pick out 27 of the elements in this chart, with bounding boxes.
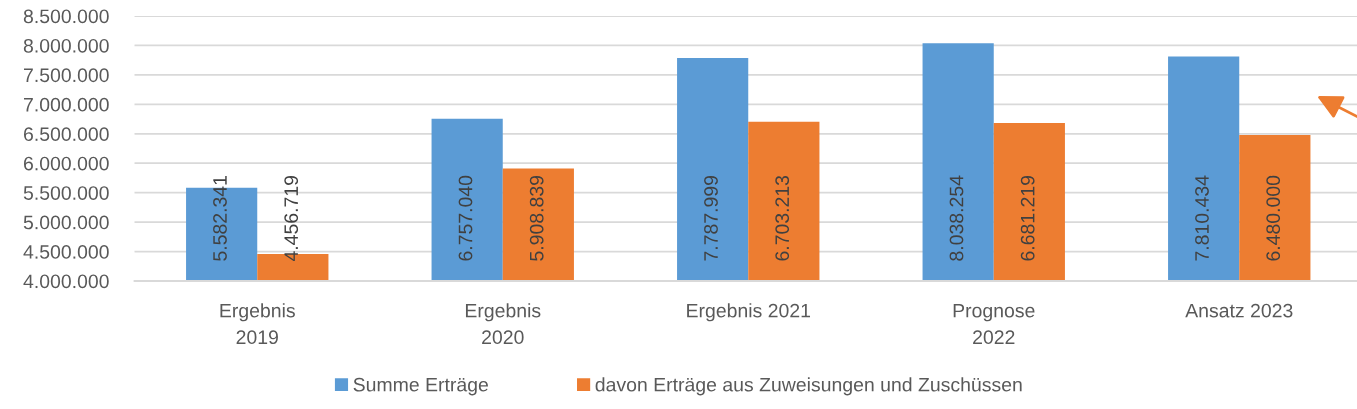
x-tick-label: Ergebnis 2021 xyxy=(687,303,811,322)
x-tick-label: Ansatz 2023 xyxy=(1185,303,1293,318)
y-tick-label: 8.500.000 xyxy=(23,9,109,24)
y-tick-label: 4.500.000 xyxy=(23,245,109,259)
x-tick-label: Prognose 2022 xyxy=(953,303,1035,345)
data-label: 7.787.999 xyxy=(704,175,718,261)
legend-label: davon Erträge aus Zuweisungen und Zuschüssen xyxy=(595,377,1022,396)
data-label: 4.456.719 xyxy=(284,175,299,262)
data-label: 5.908.839 xyxy=(529,175,544,261)
y-tick-label: 6.500.000 xyxy=(23,127,109,142)
data-label: 8.038.254 xyxy=(949,175,964,261)
data-label: 6.480.000 xyxy=(1266,175,1281,261)
legend-label: Summe Erträge xyxy=(353,377,488,396)
y-tick-label: 7.000.000 xyxy=(24,97,109,112)
y-tick-label: 6.000.000 xyxy=(23,156,109,171)
y-tick-label: 4.000.000 xyxy=(23,274,109,289)
y-tick-label: 5.000.000 xyxy=(23,215,109,230)
y-tick-label: 8.000.000 xyxy=(23,38,109,53)
y-tick-label: 5.500.000 xyxy=(23,186,109,200)
data-label: 5.582.341 xyxy=(213,176,227,261)
y-tick-label: 7.500.000 xyxy=(24,68,109,83)
x-tick-label: Ergebnis 2019 xyxy=(220,303,295,345)
data-label: 6.703.213 xyxy=(775,175,790,261)
data-label: 6.757.040 xyxy=(458,175,473,261)
x-tick-label: Ergebnis 2020 xyxy=(465,303,541,345)
data-label: 7.810.434 xyxy=(1195,175,1209,261)
data-label: 6.681.219 xyxy=(1020,175,1035,261)
